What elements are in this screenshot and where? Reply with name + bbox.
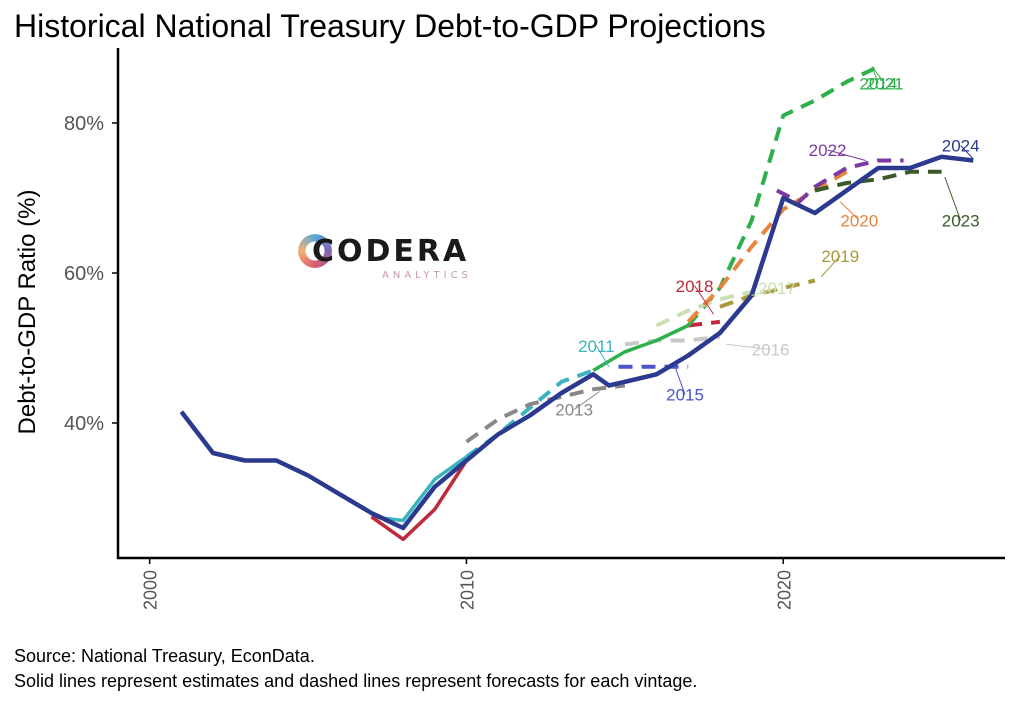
x-tick-label: 2010 xyxy=(457,570,477,610)
label-leader-2016 xyxy=(726,343,771,350)
label-leader-2022 xyxy=(827,149,866,161)
x-tick-label: 2020 xyxy=(774,570,794,610)
forecast-line-2019 xyxy=(719,278,816,309)
label-leader-2020 xyxy=(839,201,860,221)
series-label-2019: 2019 xyxy=(821,247,859,266)
series-label-2011: 2011 xyxy=(578,337,615,356)
logo-name: CODERA xyxy=(312,234,470,269)
label-leader-2023 xyxy=(944,176,962,221)
y-tick-label: 60% xyxy=(64,263,104,285)
series-label-2013: 2013 xyxy=(555,401,593,420)
source-caption: Source: National Treasury, EconData. xyxy=(14,646,315,666)
series-label-2022: 2022 xyxy=(809,141,847,160)
forecast-line-2013 xyxy=(465,383,626,444)
series-label-2014: 2014 xyxy=(859,74,897,93)
label-leader-2021 xyxy=(871,66,886,84)
series-label-2020: 2020 xyxy=(840,212,878,231)
forecast-line-2016 xyxy=(624,334,721,347)
logo-subtitle: ANALYTICS xyxy=(382,270,472,281)
estimate-line-2018 xyxy=(370,459,468,542)
label-leader-2015 xyxy=(675,368,686,395)
series-label-2021: 2021 xyxy=(866,74,904,93)
label-leader-2013 xyxy=(573,391,600,410)
series-label-2018: 2018 xyxy=(676,277,714,296)
series-label-2024: 2024 xyxy=(942,137,980,156)
forecast-line-2018 xyxy=(687,319,721,328)
label-leader-2019 xyxy=(820,255,841,278)
label-leader-2014 xyxy=(871,66,879,84)
note-caption: Solid lines represent estimates and dash… xyxy=(14,671,698,691)
chart-title: Historical National Treasury Debt-to-GDP… xyxy=(14,8,766,44)
label-leader-2011 xyxy=(595,345,610,368)
logo-ring-icon xyxy=(298,234,332,268)
label-leader-2024 xyxy=(960,145,974,160)
y-tick-label: 80% xyxy=(64,113,104,135)
series-label-2015: 2015 xyxy=(666,386,704,405)
estimate-line-2014 xyxy=(592,323,689,373)
forecast-line-2022 xyxy=(775,158,904,204)
x-tick-label: 2000 xyxy=(141,570,161,610)
label-leader-2017 xyxy=(751,287,778,296)
codera-logo: CODERA ANALYTICS xyxy=(298,228,478,288)
estimate-line-2024 xyxy=(179,154,974,531)
series-label-2017: 2017 xyxy=(758,279,796,298)
label-leader-2018 xyxy=(694,285,714,315)
series-label-2016: 2016 xyxy=(752,341,790,360)
series-label-2023: 2023 xyxy=(942,212,980,231)
y-tick-label: 40% xyxy=(64,413,104,435)
